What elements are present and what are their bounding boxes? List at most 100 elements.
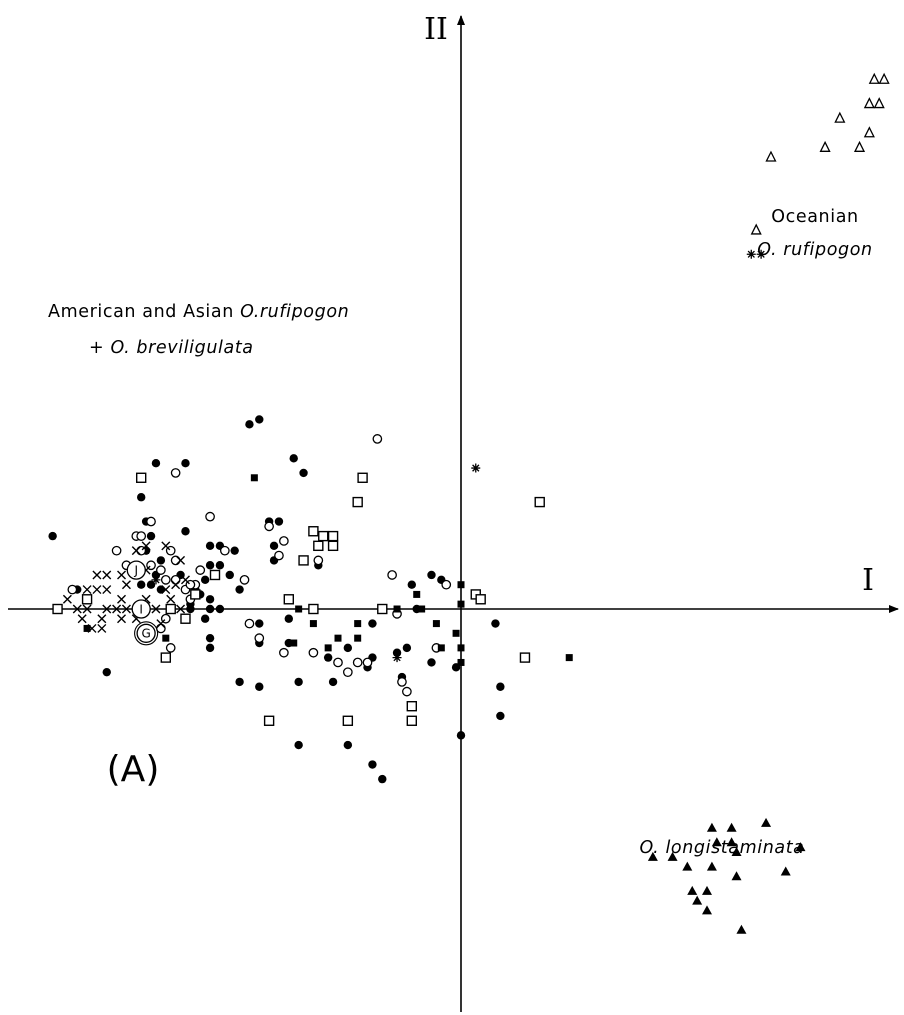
open-square-point [475, 594, 486, 605]
circled-label: I [131, 599, 151, 619]
open-circle-point [441, 579, 452, 590]
open-square-point [135, 472, 147, 483]
x-point [176, 604, 186, 614]
filled-circle-point [200, 575, 210, 585]
open-triangle-point [863, 126, 875, 138]
filled-circle-point [48, 531, 57, 541]
x-point [121, 580, 131, 590]
filled-circle-point [368, 619, 377, 628]
circled-label: J [126, 560, 146, 580]
label-part: O. breviligulata [110, 338, 253, 358]
filled-triangle-point [702, 885, 712, 895]
open-circle-point [362, 657, 373, 668]
filled-square-point [324, 644, 332, 652]
open-square-point [308, 526, 319, 537]
open-circle-point [239, 574, 250, 585]
x-point [161, 541, 171, 551]
filled-square-point [418, 605, 426, 613]
filled-triangle-point [702, 905, 712, 915]
filled-circle-point [205, 541, 215, 551]
open-triangle-point [868, 72, 880, 84]
x-point [102, 585, 112, 595]
filled-square-point [309, 620, 317, 628]
open-circle-point [146, 516, 156, 527]
filled-square-point [393, 605, 401, 613]
open-circle-point [219, 545, 230, 556]
circled-label-ring [131, 599, 151, 619]
filled-triangle-point [667, 851, 678, 861]
filled-circle-point [294, 740, 303, 750]
open-square-point [52, 603, 63, 615]
filled-square-point [290, 639, 298, 647]
open-square-point [342, 715, 354, 726]
filled-square-point [162, 634, 170, 642]
filled-circle-point [225, 570, 234, 580]
filled-square-point [457, 600, 465, 608]
open-circle-point [67, 584, 78, 595]
open-circle-point [352, 657, 363, 668]
open-circle-point [244, 618, 255, 629]
x-point [151, 604, 161, 614]
asterisk-point [151, 575, 161, 585]
open-circle-point [136, 531, 147, 541]
x-point [87, 623, 97, 633]
group-label-line: American and Asian O.rufipogon [48, 302, 349, 322]
x-point [121, 604, 131, 614]
open-circle-point [111, 545, 122, 556]
filled-square-point [457, 658, 465, 666]
label-part: O.rufipogon [240, 302, 349, 322]
filled-circle-point [205, 561, 215, 570]
group-label-oceanian: Oceanian O. rufipogon [757, 207, 872, 260]
open-circle-point [264, 521, 274, 532]
open-circle-point [313, 555, 324, 566]
open-square-point [534, 496, 545, 508]
open-square-point [318, 530, 329, 542]
filled-circle-point [378, 774, 387, 784]
filled-circle-point [205, 643, 215, 653]
x-point [117, 570, 127, 580]
filled-circle-point [235, 677, 244, 687]
x-point [97, 623, 107, 633]
open-square-point [313, 540, 324, 552]
open-square-point [283, 594, 294, 605]
filled-circle-point [137, 493, 146, 502]
filled-triangle-point [647, 851, 658, 861]
open-triangle-point [765, 150, 777, 162]
filled-circle-point [496, 711, 505, 721]
open-triangle-point [853, 140, 866, 152]
filled-circle-point [407, 580, 416, 589]
open-square-point [406, 701, 417, 712]
filled-circle-point [151, 459, 161, 468]
open-circle-point [397, 677, 407, 687]
filled-square-point [334, 634, 342, 642]
open-square-point [209, 569, 221, 581]
group-label-american: American and Asian O.rufipogon + O. brev… [48, 302, 349, 358]
open-circle-point [308, 647, 319, 658]
open-square-point [190, 589, 201, 600]
x-point [97, 614, 107, 624]
filled-triangle-point [682, 861, 693, 871]
open-square-point [352, 496, 363, 508]
open-circle-point [372, 434, 383, 444]
circled-label-text: G [141, 627, 150, 641]
circled-label-text: I [139, 602, 143, 616]
circled-label-text: J [134, 563, 139, 577]
filled-circle-point [181, 459, 190, 468]
label-part: Oceanian [771, 207, 858, 227]
open-circle-point [160, 574, 171, 585]
filled-circle-point [343, 740, 353, 750]
filled-triangle-point [706, 861, 717, 871]
filled-circle-point [299, 468, 308, 478]
data-points [48, 72, 890, 934]
open-circle-point [342, 667, 353, 678]
filled-circle-point [200, 614, 210, 623]
filled-square-point [437, 644, 445, 652]
filled-circle-point [269, 541, 279, 551]
y-axis-label: II [424, 12, 448, 47]
group-label-line: O. rufipogon [757, 240, 872, 260]
circled-label-ring [126, 560, 146, 580]
circled-labels: J IG [126, 560, 159, 646]
filled-triangle-point [736, 924, 747, 934]
filled-circle-point [146, 531, 156, 541]
filled-square-point [432, 620, 440, 628]
